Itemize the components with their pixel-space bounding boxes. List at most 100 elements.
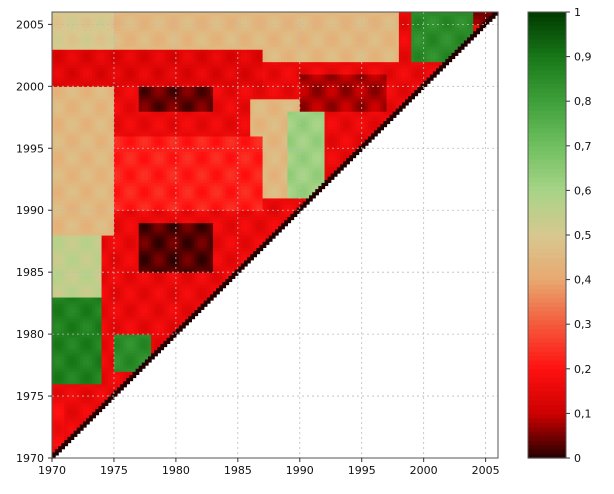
heatmap-cell: [89, 228, 93, 233]
heatmap-cell: [70, 108, 75, 112]
heatmap-cell: [79, 380, 84, 385]
heatmap-cell: [86, 241, 90, 245]
heatmap-cell: [79, 200, 84, 205]
heatmap-cell: [70, 89, 75, 94]
heatmap-cell: [52, 160, 56, 165]
heatmap-cell: [67, 222, 72, 227]
heatmap-cell: [64, 334, 69, 338]
heatmap-cell: [67, 182, 72, 187]
heatmap-cell: [86, 244, 90, 248]
heatmap-cell: [104, 132, 109, 137]
heatmap-cell: [67, 312, 72, 317]
heatmap-cell: [79, 182, 84, 187]
heatmap-cell: [98, 46, 103, 50]
heatmap-cell: [67, 235, 72, 239]
heatmap-cell: [92, 303, 96, 307]
heatmap-cell: [86, 111, 90, 115]
heatmap-cell: [73, 253, 78, 258]
heatmap-cell: [52, 58, 56, 63]
heatmap-cell: [55, 225, 59, 230]
heatmap-cell: [104, 197, 109, 202]
heatmap-cell: [70, 213, 75, 218]
heatmap-cell: [101, 64, 106, 69]
heatmap-cell: [55, 340, 59, 345]
heatmap-cell: [107, 138, 112, 143]
heatmap-cell: [98, 157, 103, 162]
heatmap-cell: [58, 374, 62, 379]
heatmap-cell: [76, 262, 81, 267]
heatmap-cell: [107, 309, 112, 314]
heatmap-cell: [73, 39, 78, 44]
heatmap-cell: [101, 253, 106, 258]
heatmap-cell: [58, 306, 62, 310]
heatmap-cell: [79, 216, 84, 221]
heatmap-cell: [101, 108, 106, 112]
heatmap-cell: [67, 265, 72, 270]
heatmap-cell: [101, 241, 106, 245]
heatmap-cell: [67, 213, 72, 218]
heatmap-cell: [76, 129, 81, 134]
heatmap-cell: [92, 278, 96, 283]
heatmap-cell: [73, 377, 78, 382]
heatmap-cell: [95, 287, 100, 292]
heatmap-cell: [73, 30, 78, 35]
heatmap-cell: [98, 222, 103, 227]
heatmap-cell: [61, 46, 65, 50]
heatmap-cell: [113, 346, 118, 351]
heatmap-cell: [73, 402, 78, 406]
heatmap-cell: [76, 430, 81, 434]
heatmap-cell: [55, 123, 59, 128]
heatmap-cell: [110, 42, 115, 47]
heatmap-cell: [89, 225, 93, 230]
heatmap-cell: [55, 182, 59, 187]
heatmap-cell: [92, 396, 96, 400]
heatmap-cell: [101, 312, 106, 317]
heatmap-cell: [73, 21, 78, 25]
heatmap-cell: [107, 399, 112, 403]
heatmap-cell: [58, 173, 62, 177]
heatmap-cell: [110, 259, 115, 264]
heatmap-cell: [52, 241, 56, 245]
heatmap-cell: [95, 132, 100, 137]
heatmap-cell: [95, 321, 100, 326]
heatmap-cell: [67, 154, 72, 159]
heatmap-cell: [52, 188, 56, 193]
heatmap-cell: [104, 250, 109, 255]
heatmap-cell: [76, 278, 81, 283]
heatmap-cell: [101, 327, 106, 332]
heatmap-cell: [52, 439, 56, 444]
heatmap-cell: [61, 151, 65, 156]
heatmap-cell: [70, 290, 75, 295]
heatmap-cell: [95, 12, 100, 16]
heatmap-cell: [55, 256, 59, 261]
heatmap-cell: [73, 278, 78, 283]
heatmap-cell: [82, 250, 87, 255]
heatmap-cell: [95, 228, 100, 233]
heatmap-cell: [52, 448, 56, 453]
heatmap-cell: [52, 417, 56, 422]
heatmap-cell: [79, 67, 84, 72]
heatmap-cell: [52, 142, 56, 146]
heatmap-cell: [58, 256, 62, 261]
heatmap-cell: [76, 420, 81, 425]
heatmap-cell: [86, 324, 90, 329]
heatmap-cell: [107, 52, 112, 56]
heatmap-cell: [101, 12, 106, 16]
heatmap-cell: [104, 306, 109, 310]
heatmap-cell: [86, 287, 90, 292]
heatmap-cell: [52, 21, 56, 25]
heatmap-cell: [79, 368, 84, 372]
heatmap-cell: [55, 380, 59, 385]
heatmap-cell: [58, 126, 62, 131]
heatmap-cell: [95, 77, 100, 81]
heatmap-cell: [67, 420, 72, 425]
heatmap-cell: [61, 290, 65, 295]
heatmap-cell: [64, 83, 69, 87]
heatmap-cell: [58, 120, 62, 125]
heatmap-cell: [67, 247, 72, 252]
heatmap-cell: [64, 343, 69, 348]
heatmap-cell: [104, 21, 109, 25]
heatmap-cell: [107, 327, 112, 332]
heatmap-cell: [82, 259, 87, 264]
heatmap-cell: [52, 454, 56, 459]
